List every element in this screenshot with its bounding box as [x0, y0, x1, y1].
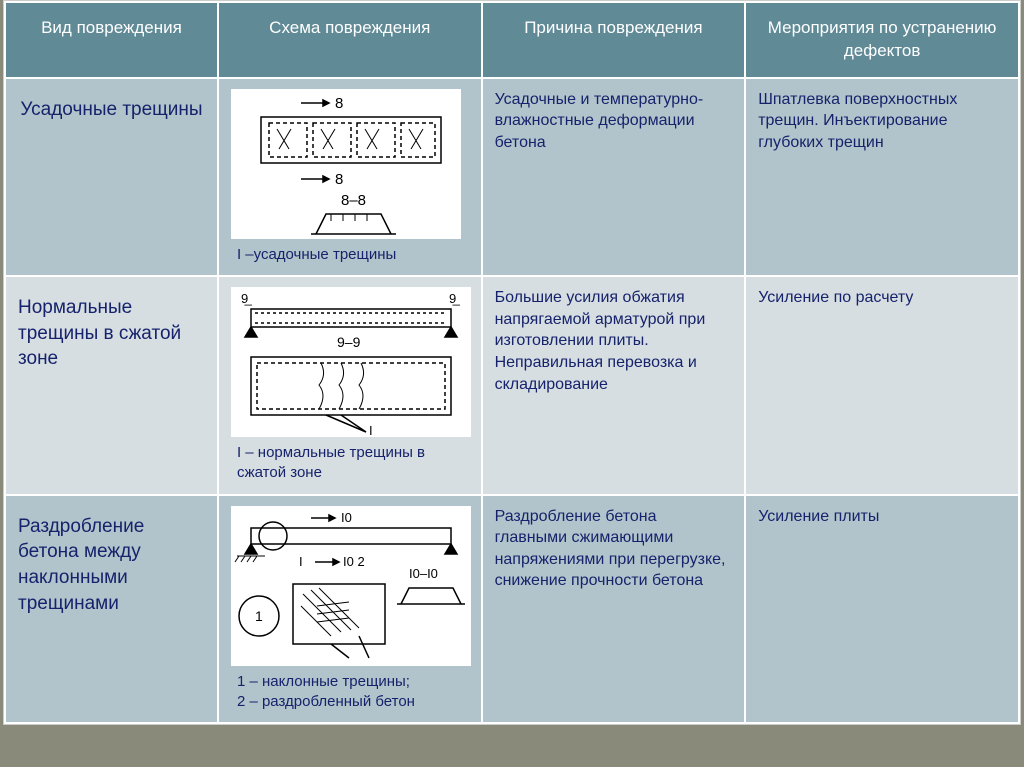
- damage-type: Раздробление бетона между наклонными тре…: [5, 495, 218, 724]
- damage-cause: Усадочные и температурно-влажностные деф…: [482, 78, 746, 276]
- svg-text:I0–I0: I0–I0: [409, 566, 438, 581]
- damage-table: Вид повреждения Схема повреждения Причин…: [4, 1, 1020, 724]
- damage-fix: Усиление плиты: [745, 495, 1019, 724]
- svg-text:I: I: [299, 554, 303, 569]
- scheme-caption: I –усадочные трещины: [231, 245, 469, 265]
- svg-text:I0: I0: [341, 510, 352, 525]
- col-header-cause: Причина повреждения: [482, 2, 746, 78]
- damage-type: Нормальные трещины в сжатой зоне: [5, 276, 218, 495]
- damage-cause: Раздробление бетона главными сжимающими …: [482, 495, 746, 724]
- damage-cause: Большие усилия обжатия напрягаемой армат…: [482, 276, 746, 495]
- table-row: Нормальные трещины в сжатой зоне 9̲ 9̲: [5, 276, 1019, 495]
- svg-text:I: I: [369, 423, 373, 437]
- damage-scheme: I0 I: [218, 495, 482, 724]
- damage-type: Усадочные трещины: [5, 78, 218, 276]
- svg-text:1: 1: [255, 608, 263, 624]
- scheme-caption: I – нормальные трещины в сжатой зоне: [231, 443, 469, 484]
- svg-text:8–8: 8–8: [341, 192, 366, 209]
- scheme-diagram-1: 8: [231, 89, 461, 239]
- damage-fix: Усиление по расчету: [745, 276, 1019, 495]
- svg-text:9–9: 9–9: [337, 334, 361, 350]
- col-header-type: Вид повреждения: [5, 2, 218, 78]
- damage-fix: Шпатлевка поверхностных трещин. Инъектир…: [745, 78, 1019, 276]
- damage-scheme: 8: [218, 78, 482, 276]
- damage-scheme: 9̲ 9̲ 9–9: [218, 276, 482, 495]
- scheme-caption: 1 – наклонные трещины; 2 – раздробленный…: [231, 672, 469, 713]
- col-header-scheme: Схема повреждения: [218, 2, 482, 78]
- col-header-fix: Мероприятия по устранению дефектов: [745, 2, 1019, 78]
- table-header-row: Вид повреждения Схема повреждения Причин…: [5, 2, 1019, 78]
- svg-text:8: 8: [335, 95, 343, 112]
- damage-table-container: Вид повреждения Схема повреждения Причин…: [3, 0, 1021, 725]
- table-row: Раздробление бетона между наклонными тре…: [5, 495, 1019, 724]
- scheme-diagram-3: I0 I: [231, 506, 471, 666]
- table-row: Усадочные трещины 8: [5, 78, 1019, 276]
- svg-text:8: 8: [335, 171, 343, 188]
- scheme-diagram-2: 9̲ 9̲ 9–9: [231, 287, 471, 437]
- svg-text:I0 2: I0 2: [343, 554, 365, 569]
